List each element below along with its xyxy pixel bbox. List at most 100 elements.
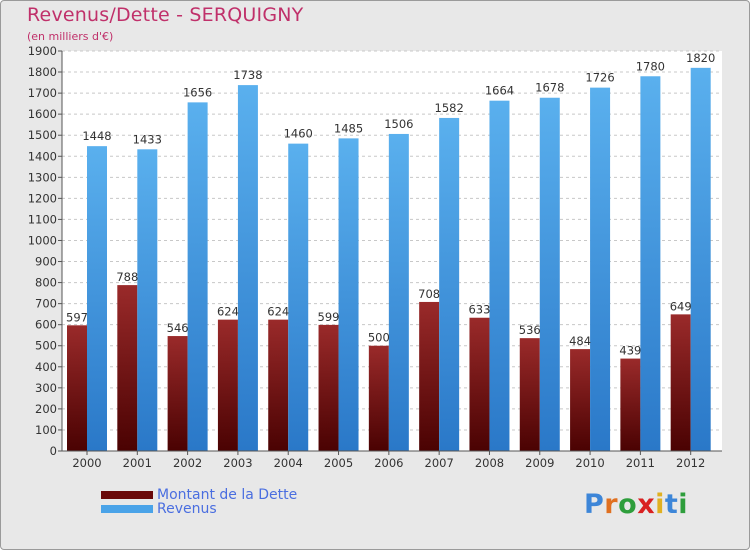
y-tick-label: 600 xyxy=(35,318,57,332)
bar-dette xyxy=(419,301,440,451)
y-tick-label: 400 xyxy=(35,360,57,374)
logo-letter: r xyxy=(604,489,619,520)
data-label-revenus: 1678 xyxy=(535,81,564,95)
data-label-revenus: 1506 xyxy=(384,117,413,131)
x-tick-label: 2000 xyxy=(72,456,101,470)
y-tick-label: 1600 xyxy=(28,107,57,121)
bar-revenus xyxy=(187,102,208,452)
y-tick-label: 1500 xyxy=(28,128,57,142)
x-tick-label: 2003 xyxy=(223,456,252,470)
bar-dette xyxy=(469,317,490,451)
bar-revenus xyxy=(489,100,510,452)
bar-revenus xyxy=(288,143,309,451)
y-tick-label: 1000 xyxy=(28,233,57,247)
bar-dette xyxy=(117,285,138,451)
data-label-revenus: 1582 xyxy=(435,101,464,115)
x-tick-label: 2008 xyxy=(475,456,504,470)
x-tick-label: 2002 xyxy=(173,456,202,470)
bar-revenus xyxy=(539,97,560,451)
bar-dette xyxy=(670,314,691,451)
logo-letter: t xyxy=(664,489,679,520)
data-label-revenus: 1433 xyxy=(133,132,162,146)
legend-item-debt: Montant de la Dette xyxy=(101,487,297,503)
x-tick-label: 2007 xyxy=(425,456,454,470)
data-label-revenus: 1738 xyxy=(233,68,262,82)
data-label-dette: 484 xyxy=(569,334,591,348)
y-tick-label: 900 xyxy=(35,255,57,269)
y-tick-label: 1100 xyxy=(28,212,57,226)
data-label-dette: 633 xyxy=(468,303,490,317)
data-label-dette: 597 xyxy=(66,310,88,324)
bar-revenus xyxy=(338,138,359,452)
legend-item-revenus: Revenus xyxy=(101,501,217,517)
bar-dette xyxy=(368,345,389,451)
x-tick-label: 2001 xyxy=(123,456,152,470)
y-tick-label: 200 xyxy=(35,402,57,416)
bar-revenus xyxy=(237,85,258,452)
x-tick-label: 2009 xyxy=(525,456,554,470)
bar-revenus xyxy=(439,117,460,452)
x-tick-label: 2004 xyxy=(274,456,303,470)
legend-swatch-debt xyxy=(101,491,153,499)
data-label-dette: 439 xyxy=(619,344,641,358)
y-tick-label: 300 xyxy=(35,381,57,395)
bar-dette xyxy=(217,319,238,451)
x-tick-label: 2005 xyxy=(324,456,353,470)
logo-letter: i xyxy=(655,489,665,520)
bar-dette xyxy=(167,336,188,451)
x-tick-label: 2006 xyxy=(374,456,403,470)
logo-letter: x xyxy=(637,489,656,520)
logo-letter: P xyxy=(584,489,605,520)
y-tick-label: 1800 xyxy=(28,65,57,79)
data-label-dette: 624 xyxy=(217,305,239,319)
chart-title: Revenus/Dette - SERQUIGNY xyxy=(27,4,304,26)
y-tick-label: 1700 xyxy=(28,86,57,100)
x-tick-label: 2012 xyxy=(676,456,705,470)
data-label-revenus: 1780 xyxy=(636,59,665,73)
bar-revenus xyxy=(640,76,661,452)
chart-subtitle: (en milliers d'€) xyxy=(27,30,114,43)
data-label-dette: 599 xyxy=(318,310,340,324)
data-label-revenus: 1656 xyxy=(183,85,212,99)
x-tick-label: 2010 xyxy=(575,456,604,470)
bar-dette xyxy=(268,319,289,451)
data-label-dette: 546 xyxy=(167,321,189,335)
data-label-dette: 536 xyxy=(519,323,541,337)
data-label-dette: 624 xyxy=(267,305,289,319)
legend-label-debt: Montant de la Dette xyxy=(157,487,298,503)
proxiti-logo: Proxiti xyxy=(584,489,688,520)
data-label-revenus: 1664 xyxy=(485,84,514,98)
axes: 0 100 200 300 400 500 600 700 800 900 1000 1100 1200… xyxy=(28,44,722,470)
y-tick-label: 1300 xyxy=(28,170,57,184)
data-label-dette: 788 xyxy=(116,270,138,284)
data-label-revenus: 1485 xyxy=(334,121,363,135)
data-label-revenus: 1726 xyxy=(585,71,614,85)
bar-dette xyxy=(318,324,339,451)
y-tick-label: 700 xyxy=(35,297,57,311)
bar-dette xyxy=(67,325,87,451)
data-label-revenus: 1448 xyxy=(82,129,111,143)
bar-dette xyxy=(620,358,641,451)
data-label-revenus: 1820 xyxy=(686,51,715,65)
data-label-revenus: 1460 xyxy=(284,127,313,141)
y-tick-label: 0 xyxy=(50,444,57,458)
y-tick-label: 100 xyxy=(35,423,57,437)
y-tick-label: 1900 xyxy=(28,44,57,58)
x-tick-label: 2011 xyxy=(626,456,655,470)
data-label-dette: 649 xyxy=(670,299,692,313)
bars xyxy=(67,67,711,452)
bar-revenus xyxy=(388,133,409,451)
bar-dette xyxy=(570,349,591,451)
bar-revenus xyxy=(590,87,611,451)
data-labels: 597 1448 788 1433 546 1656 624 1738 624 1460 599 14… xyxy=(66,51,715,358)
data-label-dette: 500 xyxy=(368,331,390,345)
y-tick-label: 500 xyxy=(35,339,57,353)
legend-label-revenus: Revenus xyxy=(157,501,217,517)
bar-dette xyxy=(519,338,540,451)
legend-swatch-revenus xyxy=(101,505,153,513)
y-tick-label: 1200 xyxy=(28,191,57,205)
bar-revenus xyxy=(137,149,158,451)
logo-letter: i xyxy=(678,489,689,520)
